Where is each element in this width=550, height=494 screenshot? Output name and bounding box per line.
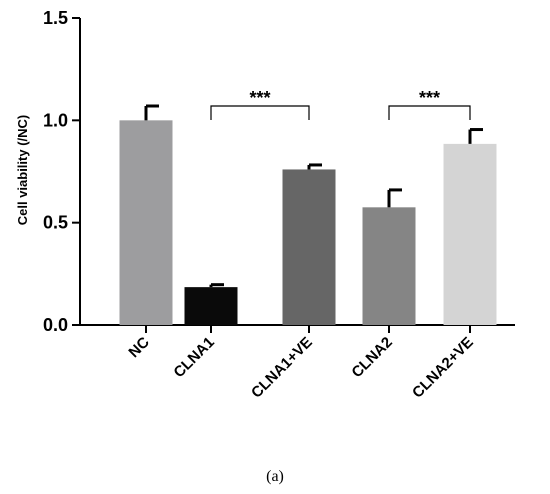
y-axis: 0.0 0.5 1.0 1.5 bbox=[43, 8, 81, 335]
bar-clna2 bbox=[362, 207, 416, 325]
error-bars bbox=[144, 104, 483, 288]
x-axis: NC CLNA1 CLNA1+VE CLNA2 CLNA2+VE bbox=[80, 324, 515, 402]
y-tick-label: 0.5 bbox=[43, 213, 68, 233]
significance-bracket bbox=[210, 105, 310, 121]
figure-caption: (a) bbox=[266, 468, 284, 485]
bars bbox=[119, 120, 497, 325]
y-tick-label: 1.5 bbox=[43, 8, 68, 28]
y-tick-label: 1.0 bbox=[43, 110, 68, 130]
significance-bracket bbox=[388, 105, 471, 121]
significance-brackets: *** *** bbox=[210, 88, 471, 121]
x-tick-label: CLNA1+VE bbox=[248, 334, 316, 402]
significance-label: *** bbox=[419, 88, 440, 108]
x-tick-label: NC bbox=[125, 334, 152, 361]
bar-clna1 bbox=[184, 287, 238, 325]
bar-nc bbox=[119, 120, 173, 325]
x-tick-label: CLNA1 bbox=[170, 334, 217, 381]
bar-clna2-plus-ve bbox=[443, 143, 497, 325]
x-tick-label: CLNA2 bbox=[348, 334, 395, 381]
bar-clna1-plus-ve bbox=[282, 169, 336, 325]
significance-label: *** bbox=[249, 88, 270, 108]
y-axis-label: Cell viability (/NC) bbox=[15, 115, 30, 226]
y-tick-label: 0.0 bbox=[43, 315, 68, 335]
x-tick-label: CLNA2+VE bbox=[409, 334, 477, 402]
